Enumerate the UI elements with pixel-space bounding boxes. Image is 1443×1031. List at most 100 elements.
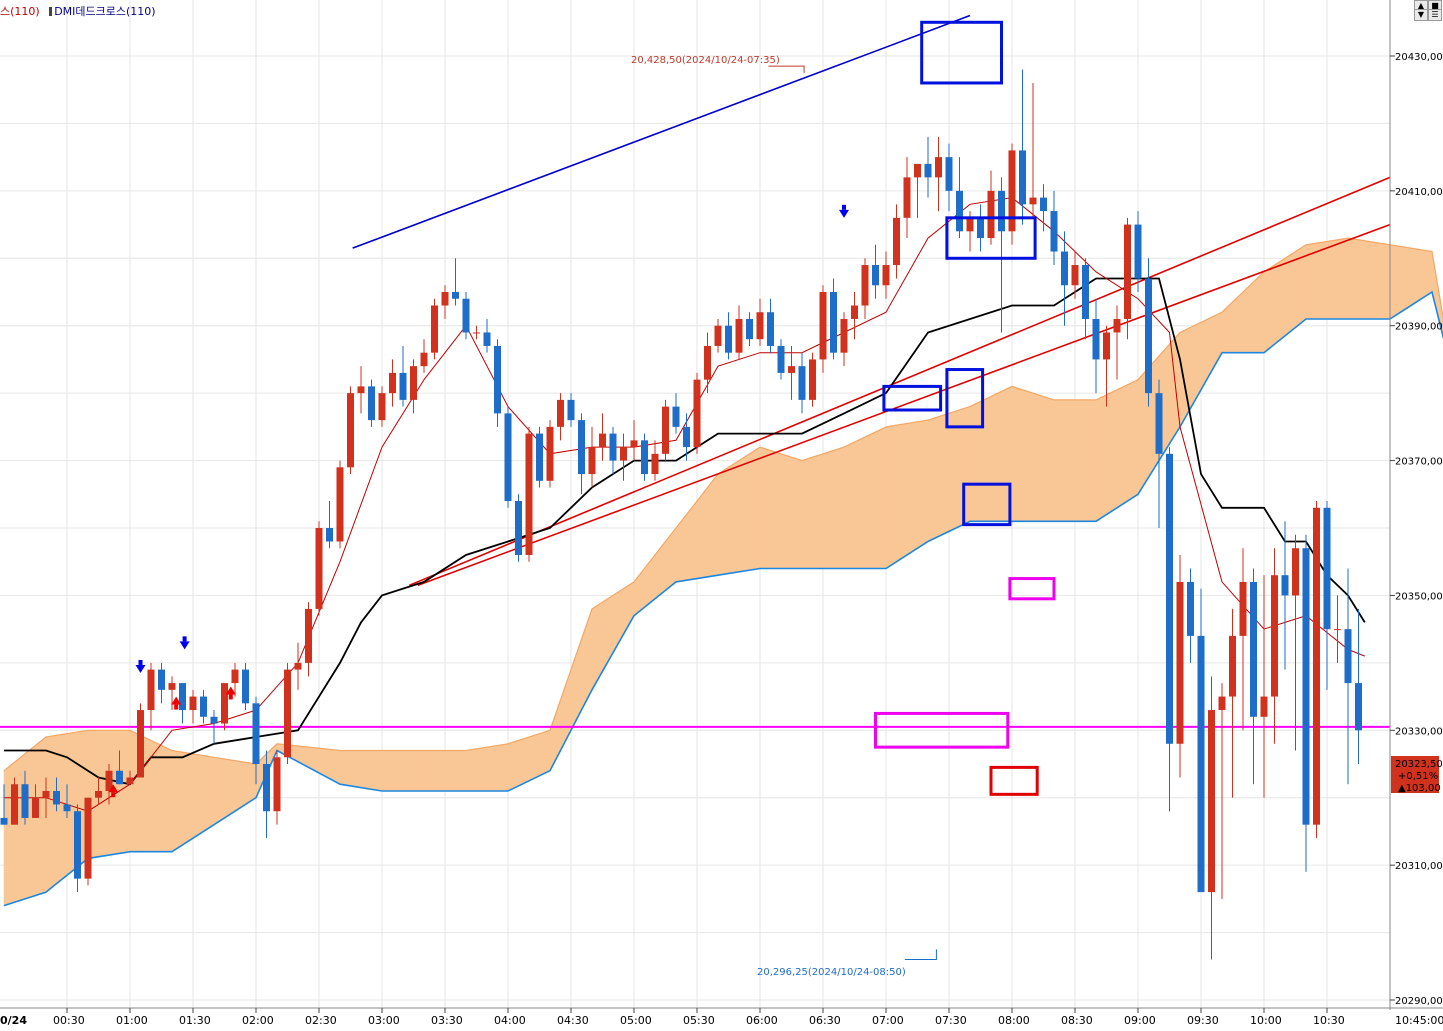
time-tick-label: 05:30 bbox=[683, 1014, 715, 1027]
cloud-segment bbox=[365, 750, 372, 790]
price-axis-ticks: 20430,00 20410,00 20390,00 20370,00 20350,00… bbox=[1390, 52, 1443, 1007]
cloud-segment bbox=[686, 506, 693, 581]
cloud-segment bbox=[665, 533, 672, 591]
cloud-segment bbox=[239, 761, 246, 809]
scroll-down-button[interactable]: ▼ bbox=[1414, 9, 1428, 21]
candle-body bbox=[0, 817, 8, 825]
cloud-segment bbox=[906, 422, 913, 556]
price-tick-label: 20370,00 bbox=[1395, 457, 1443, 468]
legend-item-1[interactable]: 스(110) bbox=[0, 5, 40, 18]
candle-body bbox=[767, 312, 774, 346]
cloud-segment bbox=[407, 750, 414, 792]
candle-body bbox=[588, 447, 596, 475]
candle-body bbox=[599, 433, 606, 448]
candle-body bbox=[420, 352, 428, 367]
cloud-segment bbox=[533, 733, 540, 779]
highlight-box-blue-5[interactable] bbox=[962, 482, 1012, 527]
cloud-segment bbox=[864, 433, 871, 569]
candle-body bbox=[903, 177, 911, 218]
menu-button[interactable]: ☰ bbox=[1428, 9, 1442, 21]
cloud-segment bbox=[1373, 241, 1380, 320]
cloud-segment bbox=[1032, 392, 1039, 522]
candle-body bbox=[179, 683, 186, 711]
cloud-segment bbox=[1410, 247, 1417, 307]
cloud-segment bbox=[1258, 271, 1265, 353]
candle-body bbox=[431, 305, 438, 353]
candle-body bbox=[315, 528, 323, 609]
cloud-segment bbox=[1053, 399, 1060, 522]
time-axis-end-label: 10:45:00 bbox=[1395, 1014, 1443, 1027]
highlight-box-red[interactable] bbox=[989, 765, 1039, 796]
cloud-segment bbox=[917, 420, 924, 549]
candle-body bbox=[924, 163, 932, 178]
cloud-segment bbox=[796, 458, 803, 569]
candle-body bbox=[42, 790, 50, 798]
cloud-segment bbox=[1085, 399, 1092, 522]
candle-body bbox=[242, 669, 249, 704]
buy-arrow-icon bbox=[171, 696, 182, 705]
cloud-segment bbox=[313, 747, 320, 774]
legend-item-2[interactable]: DMI데드크로스(110) bbox=[54, 5, 156, 18]
cloud-segment bbox=[1043, 396, 1050, 522]
cloud-segment bbox=[712, 473, 719, 577]
cloud-segment bbox=[192, 753, 199, 839]
cloud-segment bbox=[717, 470, 724, 576]
highlight-box-magenta-1[interactable] bbox=[874, 711, 1010, 749]
highlight-box-blue-1[interactable] bbox=[920, 20, 1004, 85]
candle-body bbox=[861, 265, 869, 306]
cloud-segment bbox=[350, 750, 357, 788]
highlight-box-blue-3[interactable] bbox=[882, 384, 943, 412]
candle-body bbox=[389, 372, 396, 394]
candle-body bbox=[725, 325, 732, 353]
candle-body bbox=[1218, 696, 1226, 711]
cloud-segment bbox=[402, 750, 409, 792]
candle-body bbox=[410, 366, 417, 400]
cloud-segment bbox=[974, 401, 981, 522]
candle-body bbox=[347, 393, 354, 468]
candle-body bbox=[221, 683, 228, 724]
candle-body bbox=[851, 305, 858, 319]
signal-arrows bbox=[108, 204, 849, 798]
arrow-stem bbox=[174, 704, 179, 710]
candle-body bbox=[105, 770, 113, 791]
red-trendline-upper[interactable] bbox=[408, 176, 1391, 587]
candle-body bbox=[126, 777, 134, 785]
price-tick-label: 20390,00 bbox=[1395, 322, 1443, 333]
cloud-segment bbox=[728, 463, 735, 574]
change-absolute: ▲103,00 bbox=[1398, 783, 1441, 794]
candle-body bbox=[336, 467, 344, 542]
candle-body bbox=[1334, 629, 1341, 631]
candle-body bbox=[326, 528, 333, 542]
cloud-segment bbox=[1379, 242, 1386, 320]
legend-marker bbox=[49, 7, 53, 16]
cloud-segment bbox=[969, 403, 976, 522]
cloud-segment bbox=[413, 750, 420, 792]
red-trendline-lower[interactable] bbox=[417, 223, 1391, 587]
candle-body bbox=[32, 797, 39, 818]
highlight-box-blue-4[interactable] bbox=[945, 368, 985, 429]
cloud-segment bbox=[911, 421, 918, 553]
cloud-segment bbox=[544, 729, 551, 774]
candle-body bbox=[1145, 278, 1152, 394]
highlight-box-blue-2[interactable] bbox=[945, 216, 1037, 260]
cloud-segment bbox=[245, 761, 252, 806]
candle-body bbox=[546, 426, 554, 481]
cloud-segment bbox=[449, 750, 456, 792]
cloud-segment bbox=[1310, 242, 1317, 320]
candle-body bbox=[1344, 629, 1352, 684]
cloud-segment bbox=[722, 466, 729, 575]
highlight-box-magenta-2[interactable] bbox=[1008, 577, 1056, 601]
candle-body bbox=[1176, 581, 1184, 744]
blue-trendline[interactable] bbox=[352, 14, 971, 249]
cloud-segment bbox=[1368, 241, 1375, 320]
cloud-segment bbox=[854, 439, 861, 569]
cloud-segment bbox=[502, 743, 509, 792]
cloud-segment bbox=[759, 446, 766, 569]
candle-body bbox=[641, 440, 648, 475]
candle-body bbox=[1071, 265, 1079, 286]
cloud-segment bbox=[922, 419, 929, 546]
candle-body bbox=[1008, 150, 1016, 232]
price-tick-label: 20310,00 bbox=[1395, 861, 1443, 872]
price-tick-label: 20430,00 bbox=[1395, 52, 1443, 63]
